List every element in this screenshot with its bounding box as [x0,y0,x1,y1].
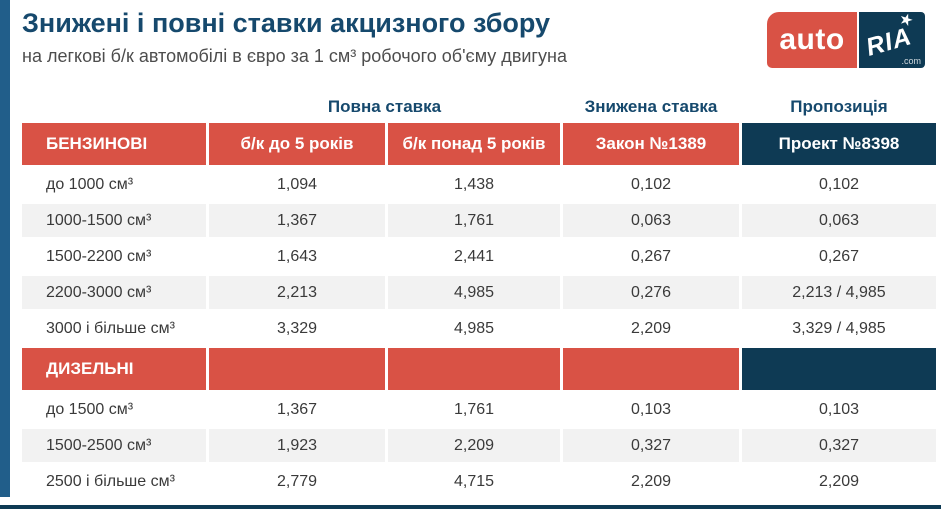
cell-value: 1,094 [276,175,318,193]
cell-value: 2,779 [276,472,318,490]
page-title: Знижені і повні ставки акцизного збору [22,8,551,38]
bottom-accent-bar [0,505,941,509]
cell-value: 2,209 [388,429,560,462]
empty-header-cell [388,348,560,390]
cell-value: 0,063 [563,204,739,237]
cell-value: 2,209 [630,472,672,490]
row-label: 3000 і більше см³ [46,319,175,337]
column-header-under-5: б/к до 5 років [209,123,385,165]
group-header-row: Повна ставка Знижена ставка Пропозиція [22,92,936,121]
empty-header-cell [742,348,936,390]
cell-value: 2,209 [630,319,672,337]
column-header-over-5: б/к понад 5 років [388,123,560,165]
cell-value: 2,213 / 4,985 [742,276,936,309]
page-subtitle: на легкові б/к автомобілі в євро за 1 см… [22,46,567,66]
cell-value: 3,329 / 4,985 [792,319,886,337]
cell-value: 1,643 [276,247,318,265]
cell-value: 0,103 [818,400,860,418]
section-title-benzin: БЕНЗИНОВІ [22,123,206,165]
table-row: 1000-1500 см³ 1,367 1,761 0,063 0,063 [22,204,936,237]
cell-value: 0,102 [630,175,672,193]
row-label: 2200-3000 см³ [22,276,206,309]
empty-header-cell [563,348,739,390]
cell-value: 0,102 [818,175,860,193]
cell-value: 0,103 [630,400,672,418]
cell-value: 1,761 [453,400,495,418]
cell-value: 2,209 [818,472,860,490]
diesel-header-row: ДИЗЕЛЬНІ [22,348,936,390]
table-row: 1500-2500 см³ 1,923 2,209 0,327 0,327 [22,429,936,462]
section-title-diesel: ДИЗЕЛЬНІ [22,348,206,390]
cell-value: 0,327 [563,429,739,462]
group-header-full-rate: Повна ставка [327,96,442,116]
cell-value: 1,761 [388,204,560,237]
row-label: 1500-2200 см³ [46,247,152,265]
left-accent-bar [0,0,10,497]
cell-value: 1,923 [209,429,385,462]
row-label: 2500 і більше см³ [46,472,175,490]
logo-ria-box: ★ RIA .com [859,12,925,68]
group-header-proposal: Пропозиція [790,96,888,116]
row-label: 1500-2500 см³ [22,429,206,462]
excise-rates-table: Повна ставка Знижена ставка Пропозиція Б… [22,92,936,501]
table-row: до 1000 см³ 1,094 1,438 0,102 0,102 [22,168,936,201]
cell-value: 0,063 [742,204,936,237]
benzin-header-row: БЕНЗИНОВІ б/к до 5 років б/к понад 5 рок… [22,123,936,165]
cell-value: 0,276 [563,276,739,309]
table-row: 2500 і більше см³ 2,779 4,715 2,209 2,20… [22,465,936,498]
row-label: 1000-1500 см³ [22,204,206,237]
cell-value: 0,267 [818,247,860,265]
cell-value: 1,367 [276,400,318,418]
cell-value: 3,329 [276,319,318,337]
column-header-project-8398: Проект №8398 [742,123,936,165]
row-label: до 1500 см³ [46,400,134,418]
cell-value: 4,715 [453,472,495,490]
logo-auto-box: auto [767,12,857,68]
cell-value: 2,213 [209,276,385,309]
row-label: до 1000 см³ [46,175,134,193]
cell-value: 4,985 [388,276,560,309]
logo-com-text: .com [901,56,921,66]
table-row: 1500-2200 см³ 1,643 2,441 0,267 0,267 [22,240,936,273]
cell-value: 2,441 [453,247,495,265]
table-row: 3000 і більше см³ 3,329 4,985 2,209 3,32… [22,312,936,345]
empty-header-cell [209,348,385,390]
group-header-reduced-rate: Знижена ставка [584,96,718,116]
cell-value: 1,438 [453,175,495,193]
cell-value: 4,985 [453,319,495,337]
column-header-law-1389: Закон №1389 [563,123,739,165]
table-row: до 1500 см³ 1,367 1,761 0,103 0,103 [22,393,936,426]
autoria-logo: auto ★ RIA .com [767,12,925,68]
cell-value: 0,267 [630,247,672,265]
cell-value: 0,327 [742,429,936,462]
cell-value: 1,367 [209,204,385,237]
table-row: 2200-3000 см³ 2,213 4,985 0,276 2,213 / … [22,276,936,309]
